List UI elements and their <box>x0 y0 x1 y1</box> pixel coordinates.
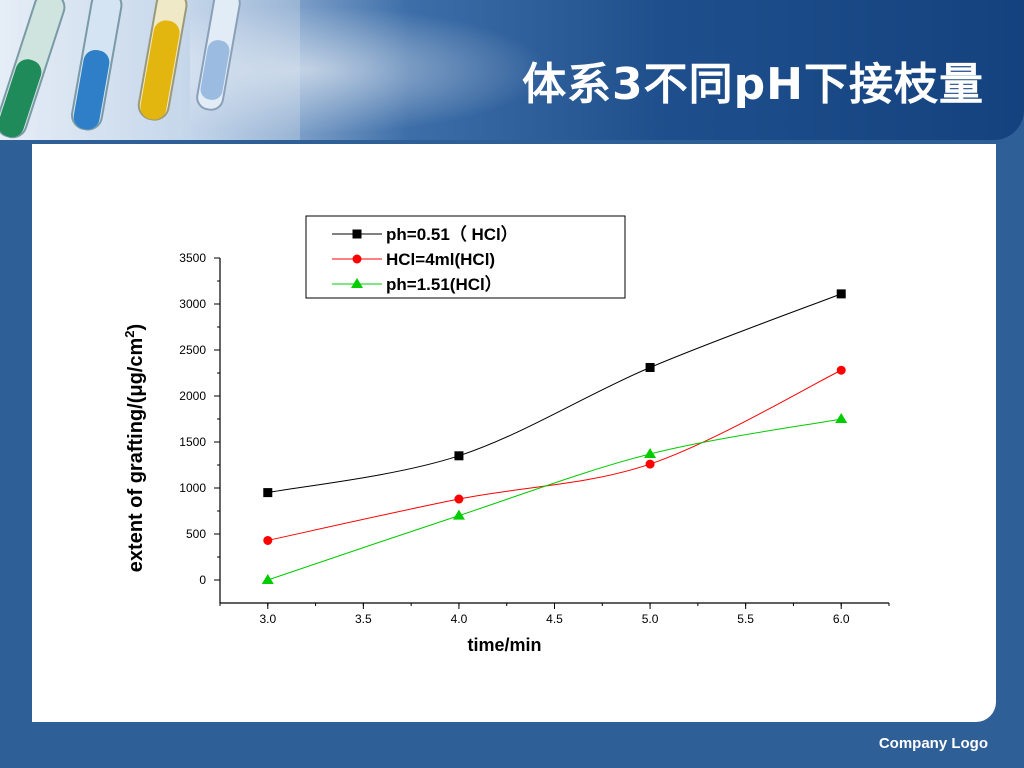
legend-marker-2 <box>351 278 363 288</box>
x-tick-label: 6.0 <box>833 612 850 626</box>
x-tick-label: 4.5 <box>546 612 563 626</box>
y-tick-label: 2500 <box>179 343 206 357</box>
y-tick-label: 3500 <box>179 251 206 265</box>
x-tick-label: 3.5 <box>355 612 372 626</box>
data-point-series-1 <box>836 365 846 375</box>
data-point-series-0 <box>645 362 655 372</box>
data-point-series-1 <box>454 494 464 504</box>
series-line-0 <box>267 293 842 494</box>
y-axis-title-superscript: 2 <box>122 330 137 337</box>
data-point-series-2 <box>452 509 465 520</box>
y-axis-title: extent of grafting/(μg/cm2) <box>122 324 147 572</box>
y-axis-title-close: ) <box>125 324 147 331</box>
y-tick-label: 1500 <box>179 435 206 449</box>
x-tick-label: 5.0 <box>642 612 659 626</box>
company-logo: Company Logo <box>878 735 988 752</box>
y-tick-label: 1000 <box>179 481 206 495</box>
data-point-series-0 <box>836 289 846 299</box>
test-tubes-image <box>0 0 300 140</box>
legend-label-0: ph=0.51（ HCl） <box>386 224 518 244</box>
y-axis-title-unit: μg/cm <box>125 338 147 397</box>
x-tick-label: 3.0 <box>259 612 276 626</box>
data-point-series-1 <box>645 459 655 469</box>
data-point-series-2 <box>644 447 657 458</box>
data-point-series-2 <box>261 574 274 584</box>
slide-title: 体系3不同pH下接枝量 <box>522 59 984 110</box>
x-tick-label: 4.0 <box>451 612 468 626</box>
y-tick-label: 3000 <box>179 297 206 311</box>
series-line-2 <box>267 418 842 581</box>
legend-label-2: ph=1.51(HCl） <box>386 274 502 294</box>
y-tick-label: 0 <box>199 573 206 587</box>
header-bar: 体系3不同pH下接枝量 <box>0 0 1024 140</box>
data-point-series-1 <box>263 535 273 545</box>
legend-label-1: HCl=4ml(HCl) <box>386 250 495 269</box>
y-tick-label: 2000 <box>179 389 206 403</box>
y-axis-title-main: extent of grafting/( <box>125 396 147 572</box>
series-line-1 <box>267 369 842 541</box>
x-axis-title: time/min <box>467 635 541 655</box>
chart-axes: 0 500 1000 1500 2000 2500 3000 3500 3.0 3.5 4.0 4.5… <box>179 251 890 626</box>
header-decoration <box>190 0 570 140</box>
legend-marker-0 <box>352 229 362 239</box>
legend-marker-1 <box>352 254 362 264</box>
footer-bar: Company Logo <box>0 724 1024 768</box>
x-tick-label: 5.5 <box>737 612 754 626</box>
data-point-series-2 <box>835 413 848 423</box>
y-tick-label: 500 <box>186 527 206 541</box>
data-point-series-0 <box>263 488 273 498</box>
chart-legend: ph=0.51（ HCl） HCl=4ml(HCl) ph=1.51(HCl） <box>305 215 626 299</box>
data-point-series-0 <box>454 451 464 461</box>
chart-series-markers <box>261 289 848 584</box>
chart-series-lines <box>267 293 842 581</box>
